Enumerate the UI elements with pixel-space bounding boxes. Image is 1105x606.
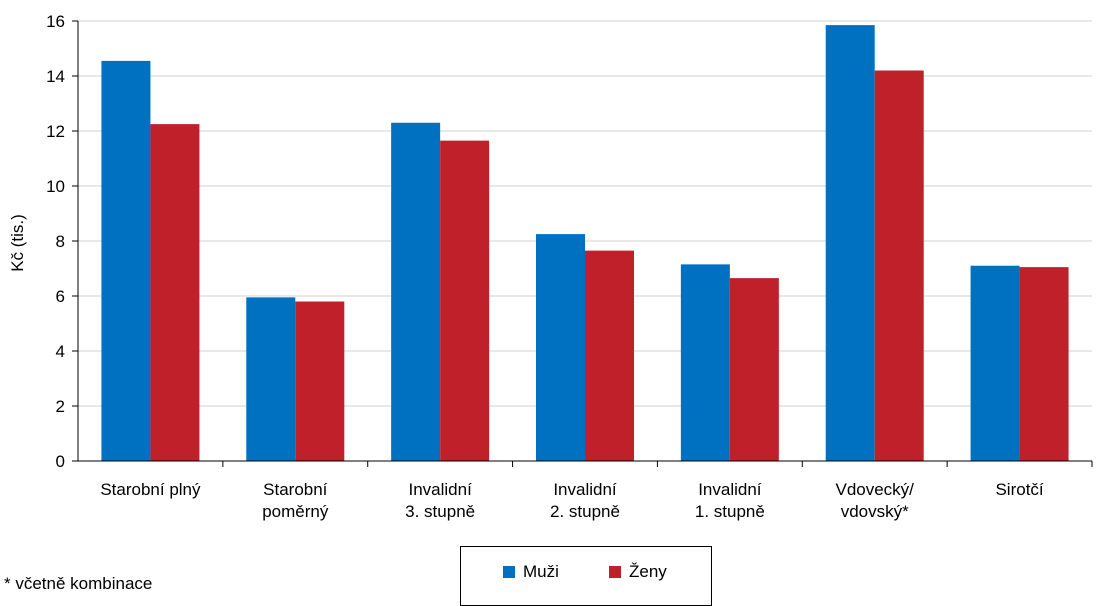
bar-muzi — [970, 265, 1020, 461]
bar-zeny — [440, 140, 490, 461]
y-tick-label: 2 — [56, 397, 65, 416]
bar-zeny — [1019, 267, 1069, 461]
legend-label-muzi: Muži — [523, 562, 559, 581]
legend-swatch-muzi — [503, 566, 515, 578]
bar-muzi — [680, 264, 730, 461]
x-tick-label: poměrný — [262, 502, 329, 521]
x-tick-label: 1. stupně — [695, 502, 765, 521]
bar-zeny — [295, 301, 345, 461]
bar-zeny — [150, 124, 200, 461]
y-tick-label: 8 — [56, 232, 65, 251]
y-axis-label: Kč (tis.) — [8, 214, 27, 272]
y-tick-label: 10 — [46, 177, 65, 196]
y-tick-label: 6 — [56, 287, 65, 306]
axes — [72, 20, 1093, 467]
bar-zeny — [585, 250, 634, 461]
legend-swatch-zeny — [609, 566, 621, 578]
x-tick-label: Invalidní — [408, 480, 472, 499]
y-tick-label: 16 — [46, 12, 65, 31]
legend-label-zeny: Ženy — [629, 562, 667, 581]
legend-item-muzi: Muži — [503, 562, 559, 582]
bar-chart: 0 2 4 6 8 10 12 14 16 Starobní plný Starobní poměr… — [8, 12, 1093, 521]
y-tick-label: 4 — [56, 342, 65, 361]
bar-muzi — [536, 234, 585, 461]
x-tick-label: Vdovecký/ — [835, 480, 914, 499]
bar-muzi — [391, 122, 441, 461]
x-tick-label: Invalidní — [698, 480, 762, 499]
y-tick-label: 14 — [46, 67, 65, 86]
y-tick-label: 0 — [56, 452, 65, 471]
bar-zeny — [874, 70, 924, 461]
bar-muzi — [246, 297, 296, 461]
legend-item-zeny: Ženy — [609, 562, 667, 582]
bars — [101, 25, 1069, 461]
x-tick-labels: Starobní plný Starobní poměrný Invalidní 3. … — [100, 480, 1044, 521]
y-tick-label: 12 — [46, 122, 65, 141]
bar-muzi — [825, 25, 875, 461]
bar-zeny — [729, 278, 779, 461]
bar-muzi — [101, 60, 151, 461]
x-tick-label: Sirotčí — [995, 480, 1043, 499]
legend: Muži Ženy — [460, 546, 712, 606]
x-tick-label: vdovský* — [841, 502, 909, 521]
x-tick-label: 2. stupně — [550, 502, 620, 521]
x-tick-label: Invalidní — [553, 480, 617, 499]
x-tick-label: Starobní plný — [100, 480, 201, 499]
x-tick-label: Starobní — [263, 480, 328, 499]
x-tick-label: 3. stupně — [405, 502, 475, 521]
footnote: * včetně kombinace — [4, 574, 153, 593]
y-tick-labels: 0 2 4 6 8 10 12 14 16 — [46, 12, 65, 471]
